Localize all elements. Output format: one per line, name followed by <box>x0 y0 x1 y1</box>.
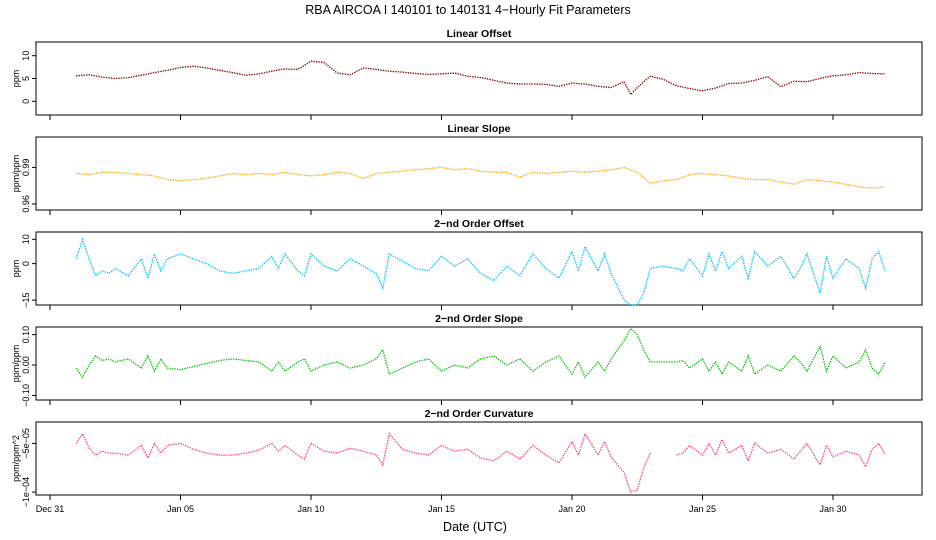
panel-title: 2−nd Order Offset <box>434 218 524 230</box>
y-tick-label: 10 <box>21 51 31 61</box>
y-tick-label: 0.00 <box>21 356 31 374</box>
panel-title: 2−nd Order Slope <box>435 313 523 325</box>
x-tick-label: Jan 10 <box>297 504 324 514</box>
y-tick-label: −15 <box>21 292 31 307</box>
y-tick-label: −1e−04 <box>21 477 31 508</box>
y-tick-label: −5e−05 <box>21 428 31 459</box>
panel-frame <box>35 41 923 116</box>
x-axis-2 <box>49 210 834 215</box>
y-tick-label: −0.10 <box>21 384 31 407</box>
panel-title: Linear Slope <box>447 123 510 135</box>
series-line <box>76 60 886 96</box>
x-tick-label: Jan 15 <box>428 504 455 514</box>
x-tick-label: Jan 25 <box>689 504 716 514</box>
panel-3: 2−nd Order Offset −15 0 10 ppm <box>11 218 923 308</box>
x-tick-label: Jan 05 <box>167 504 194 514</box>
x-axis-5: Dec 31 Jan 05 Jan 10 Jan 15 Jan 20 Jan 25 Jan … <box>36 495 847 514</box>
y-tick-label: 0.10 <box>21 326 31 344</box>
y-axis-label: ppm/ppm^2 <box>11 435 21 482</box>
y-tick-label: 0.99 <box>21 159 31 177</box>
chart-main-title: RBA AIRCOA I 140101 to 140131 4−Hourly F… <box>305 3 631 17</box>
y-axis-label: ppm/ppm <box>11 345 21 383</box>
y-tick-label: 0.96 <box>21 195 31 213</box>
panel-frame <box>35 231 923 306</box>
panel-title: Linear Offset <box>447 28 512 40</box>
x-axis-label: Date (UTC) <box>443 520 507 534</box>
y-axis-label: ppm/ppm <box>11 155 21 193</box>
panel-title: 2−nd Order Curvature <box>425 408 534 420</box>
y-tick-label: 0 <box>21 99 31 104</box>
series-line <box>75 237 886 306</box>
panel-frame <box>35 136 923 211</box>
x-axis-1 <box>49 115 834 120</box>
y-axis-label: ppm <box>11 260 21 278</box>
y-tick-label: 0 <box>21 261 31 266</box>
series-line <box>75 327 886 379</box>
y-axis-label: ppm <box>11 70 21 88</box>
series-line <box>75 432 886 493</box>
panel-frame <box>35 326 923 401</box>
x-tick-label: Jan 20 <box>558 504 585 514</box>
y-tick-label: 10 <box>21 234 31 244</box>
x-axis-4 <box>49 400 834 405</box>
y-tick-label: 5 <box>21 76 31 81</box>
series-line <box>76 166 886 189</box>
x-tick-label: Jan 30 <box>819 504 846 514</box>
panel-frame <box>35 421 923 496</box>
x-axis-3 <box>49 305 834 310</box>
panel-5: 2−nd Order Curvature −1e−04 −5e−05ppm/ppm^… <box>11 408 923 508</box>
x-tick-label: Dec 31 <box>36 504 65 514</box>
